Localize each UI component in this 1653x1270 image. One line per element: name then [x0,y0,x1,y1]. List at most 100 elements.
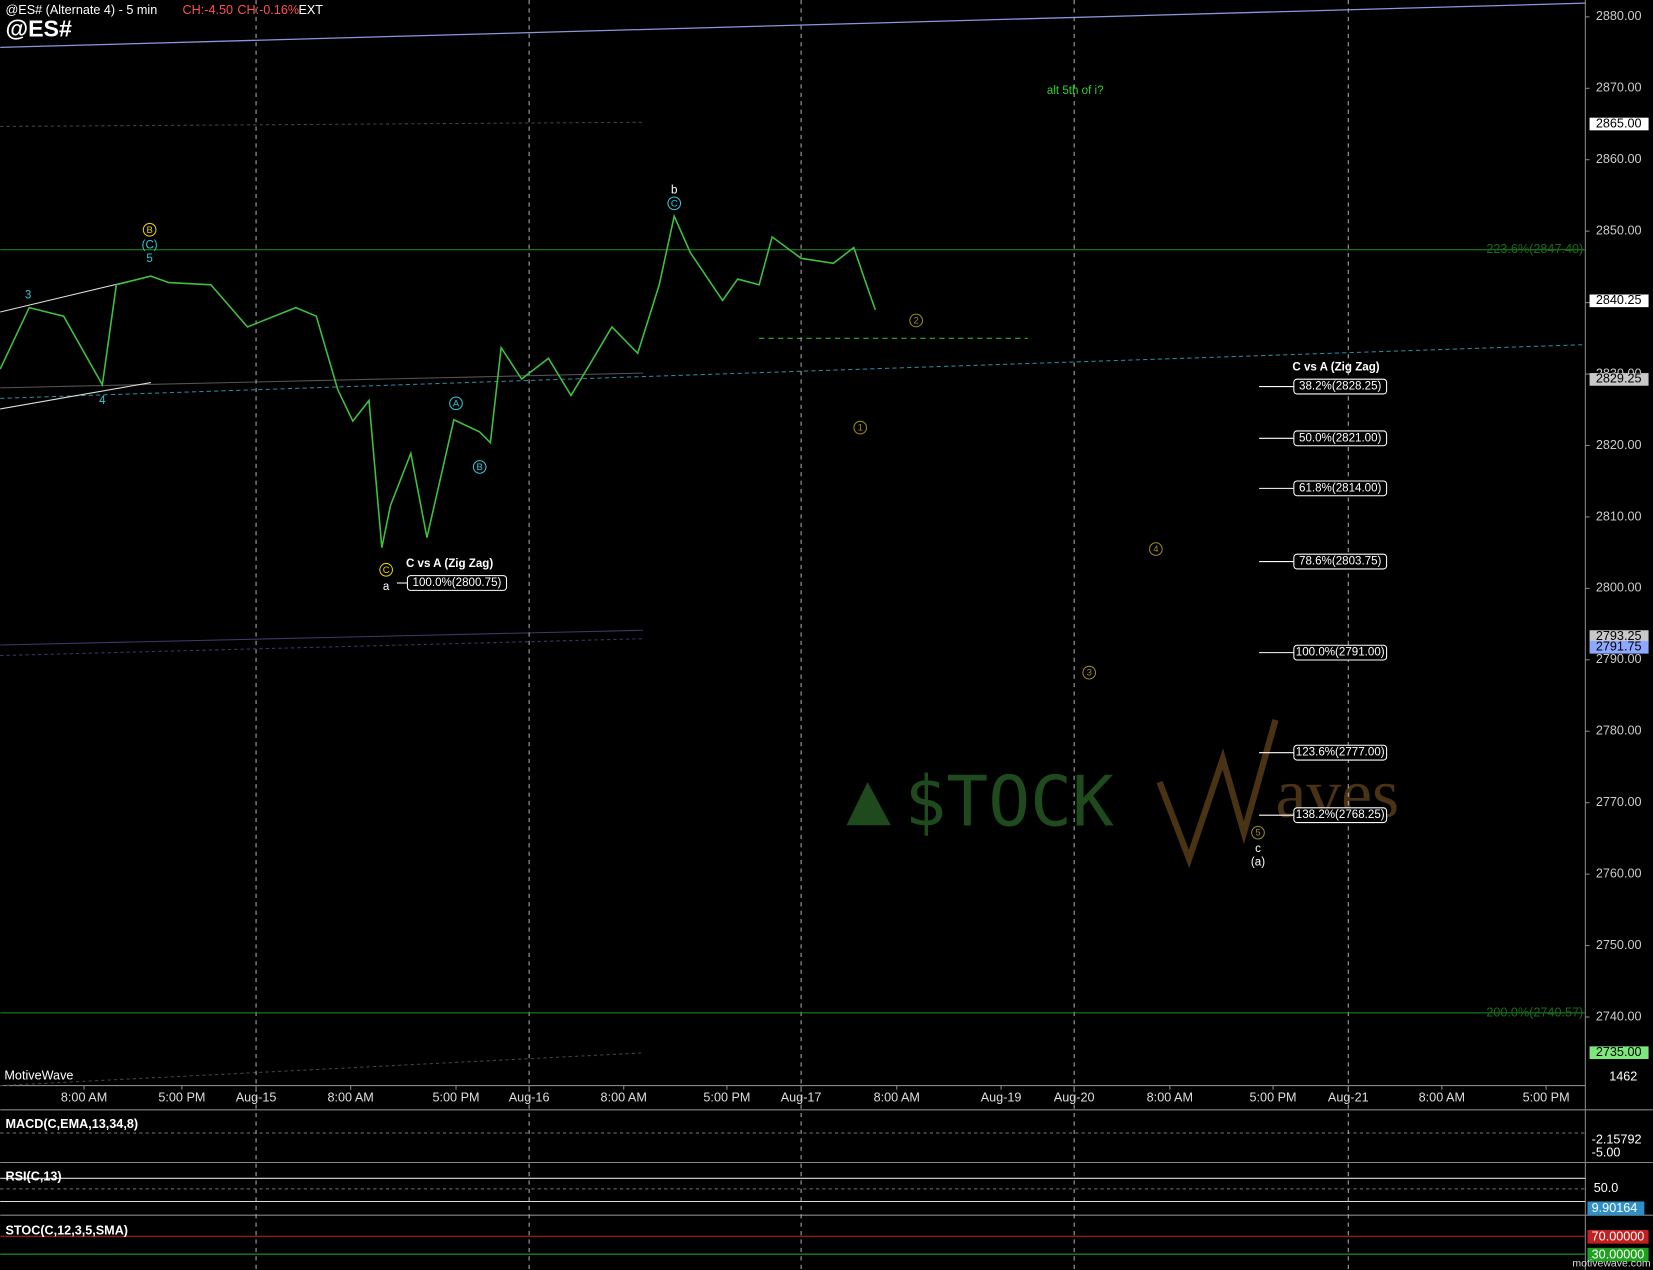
y-tick-label: 2790.00 [1596,652,1642,666]
session: EXT [298,3,323,17]
wave-label: A [453,398,460,409]
y-tick-label: 2750.00 [1596,938,1642,952]
wave-label: 3 [25,289,31,301]
x-tick-label: 5:00 PM [158,1091,205,1105]
projection-box [1293,644,1388,661]
wave-marker [853,420,868,435]
y-tick-label: 2870.00 [1596,81,1642,95]
x-tick-label: 5:00 PM [1523,1091,1570,1105]
wave-marker [449,396,463,411]
wave-label: b [671,184,677,196]
y-tick-label: 2820.00 [1596,438,1642,452]
price-marker-label: 2865.00 [1596,116,1642,130]
price-marker [1589,1046,1649,1060]
logo-w [1156,718,1279,869]
projection-label: 78.6%(2803.75) [1299,556,1382,568]
y-tick-label: 2770.00 [1596,795,1642,809]
price-marker-label: 2840.25 [1596,293,1642,307]
footer: motivewave.com [1572,1257,1651,1269]
trend-line [0,372,644,389]
trend-line [0,629,644,646]
x-tick-label: Aug-17 [781,1091,822,1105]
projection-box [1293,553,1388,570]
x-tick-label: Aug-16 [509,1091,550,1105]
trend-line [0,638,644,657]
wave-marker [1082,665,1097,680]
wave-marker [909,313,923,328]
x-tick-label: 8:00 AM [61,1091,107,1105]
price-marker-label: 2735.00 [1596,1045,1642,1059]
wave-label: (a) [1251,857,1265,869]
value-box [1587,1247,1649,1262]
projection-box [1293,807,1388,824]
wave-marker [667,196,682,211]
wave-label: a [383,581,390,593]
y-tick-label: 2860.00 [1596,152,1642,166]
wave-label: 4 [1153,544,1158,555]
wave-label: C [671,198,678,209]
price-marker-label: 2829.25 [1596,372,1642,386]
projection-box [1293,744,1388,761]
wave-marker [472,460,487,474]
price-marker [1589,117,1649,131]
x-tick-label: 5:00 PM [1250,1091,1297,1105]
projection-label: 61.8%(2814.00) [1299,482,1382,494]
projection-label: 100.0%(2800.75) [413,577,502,589]
change: CH:-4.50 [183,3,234,17]
trend-line [0,1052,644,1087]
trend-line [0,2,1586,49]
watermark: $TOCK [904,761,1113,842]
change-pct: CH:-0.16% [237,3,299,17]
x-tick-label: 8:00 AM [1419,1091,1465,1105]
channel-line [0,382,152,410]
x-tick-label: Aug-21 [1328,1091,1369,1105]
projection-label: 100.0%(2791.00) [1296,647,1385,659]
price-marker-label: 2791.75 [1596,640,1642,654]
indicator-value: 30.00000 [1592,1248,1645,1262]
fib-label: 223.6%(2847.40) [1486,242,1583,256]
volume-label: 1462 [1609,1069,1637,1083]
projection-box [1293,480,1388,497]
indicator-value: 50.0 [1594,1181,1619,1195]
wave-label: 3 [1087,668,1092,679]
y-tick-label: 2880.00 [1596,9,1642,23]
y-tick-label: 2760.00 [1596,866,1642,880]
wave-label: 4 [99,395,106,407]
projection-title: C vs A (Zig Zag) [406,558,493,570]
chart-title: @ES# (Alternate 4) - 5 min [5,3,157,17]
wave-marker [1149,542,1163,556]
wave-label: C [383,565,390,576]
wave-label: 1 [858,423,863,434]
projection-box [1293,430,1388,447]
projection-label: 38.2%(2828.25) [1299,381,1382,393]
fib-label: 200.0%(2740.57) [1486,1005,1583,1019]
indicator-value: -2.15792 [1592,1133,1642,1147]
y-tick-label: 2850.00 [1596,224,1642,238]
logo-triangle [846,782,891,826]
x-tick-label: Aug-20 [1054,1091,1095,1105]
y-tick-label: 2780.00 [1596,724,1642,738]
indicator-name: RSI(C,13) [5,1170,61,1184]
x-tick-label: 5:00 PM [703,1091,750,1105]
x-tick-label: Aug-15 [236,1091,277,1105]
y-tick-label: 2810.00 [1596,509,1642,523]
indicator-value: -5.00 [1592,1145,1621,1159]
indicator-value: 9.90164 [1592,1201,1638,1215]
price-marker [1589,640,1649,654]
wave-marker [379,562,393,577]
price-marker-label: 2793.25 [1596,629,1642,643]
indicator-name: MACD(C,EMA,13,34,8) [5,1117,138,1131]
y-tick-label: 2800.00 [1596,581,1642,595]
x-tick-label: 5:00 PM [433,1091,480,1105]
value-box [1587,1201,1645,1216]
wave-label: 5 [146,253,152,265]
symbol: @ES# [5,16,72,42]
wave-marker [142,222,157,237]
projection-box [1293,378,1388,395]
projection-label: 50.0%(2821.00) [1299,432,1382,444]
price-marker [1589,630,1649,643]
projection-label: 123.6%(2777.00) [1296,747,1385,759]
projection-box [406,575,508,591]
price-marker [1589,294,1649,308]
wave-label: alt 5th of i? [1047,85,1104,97]
